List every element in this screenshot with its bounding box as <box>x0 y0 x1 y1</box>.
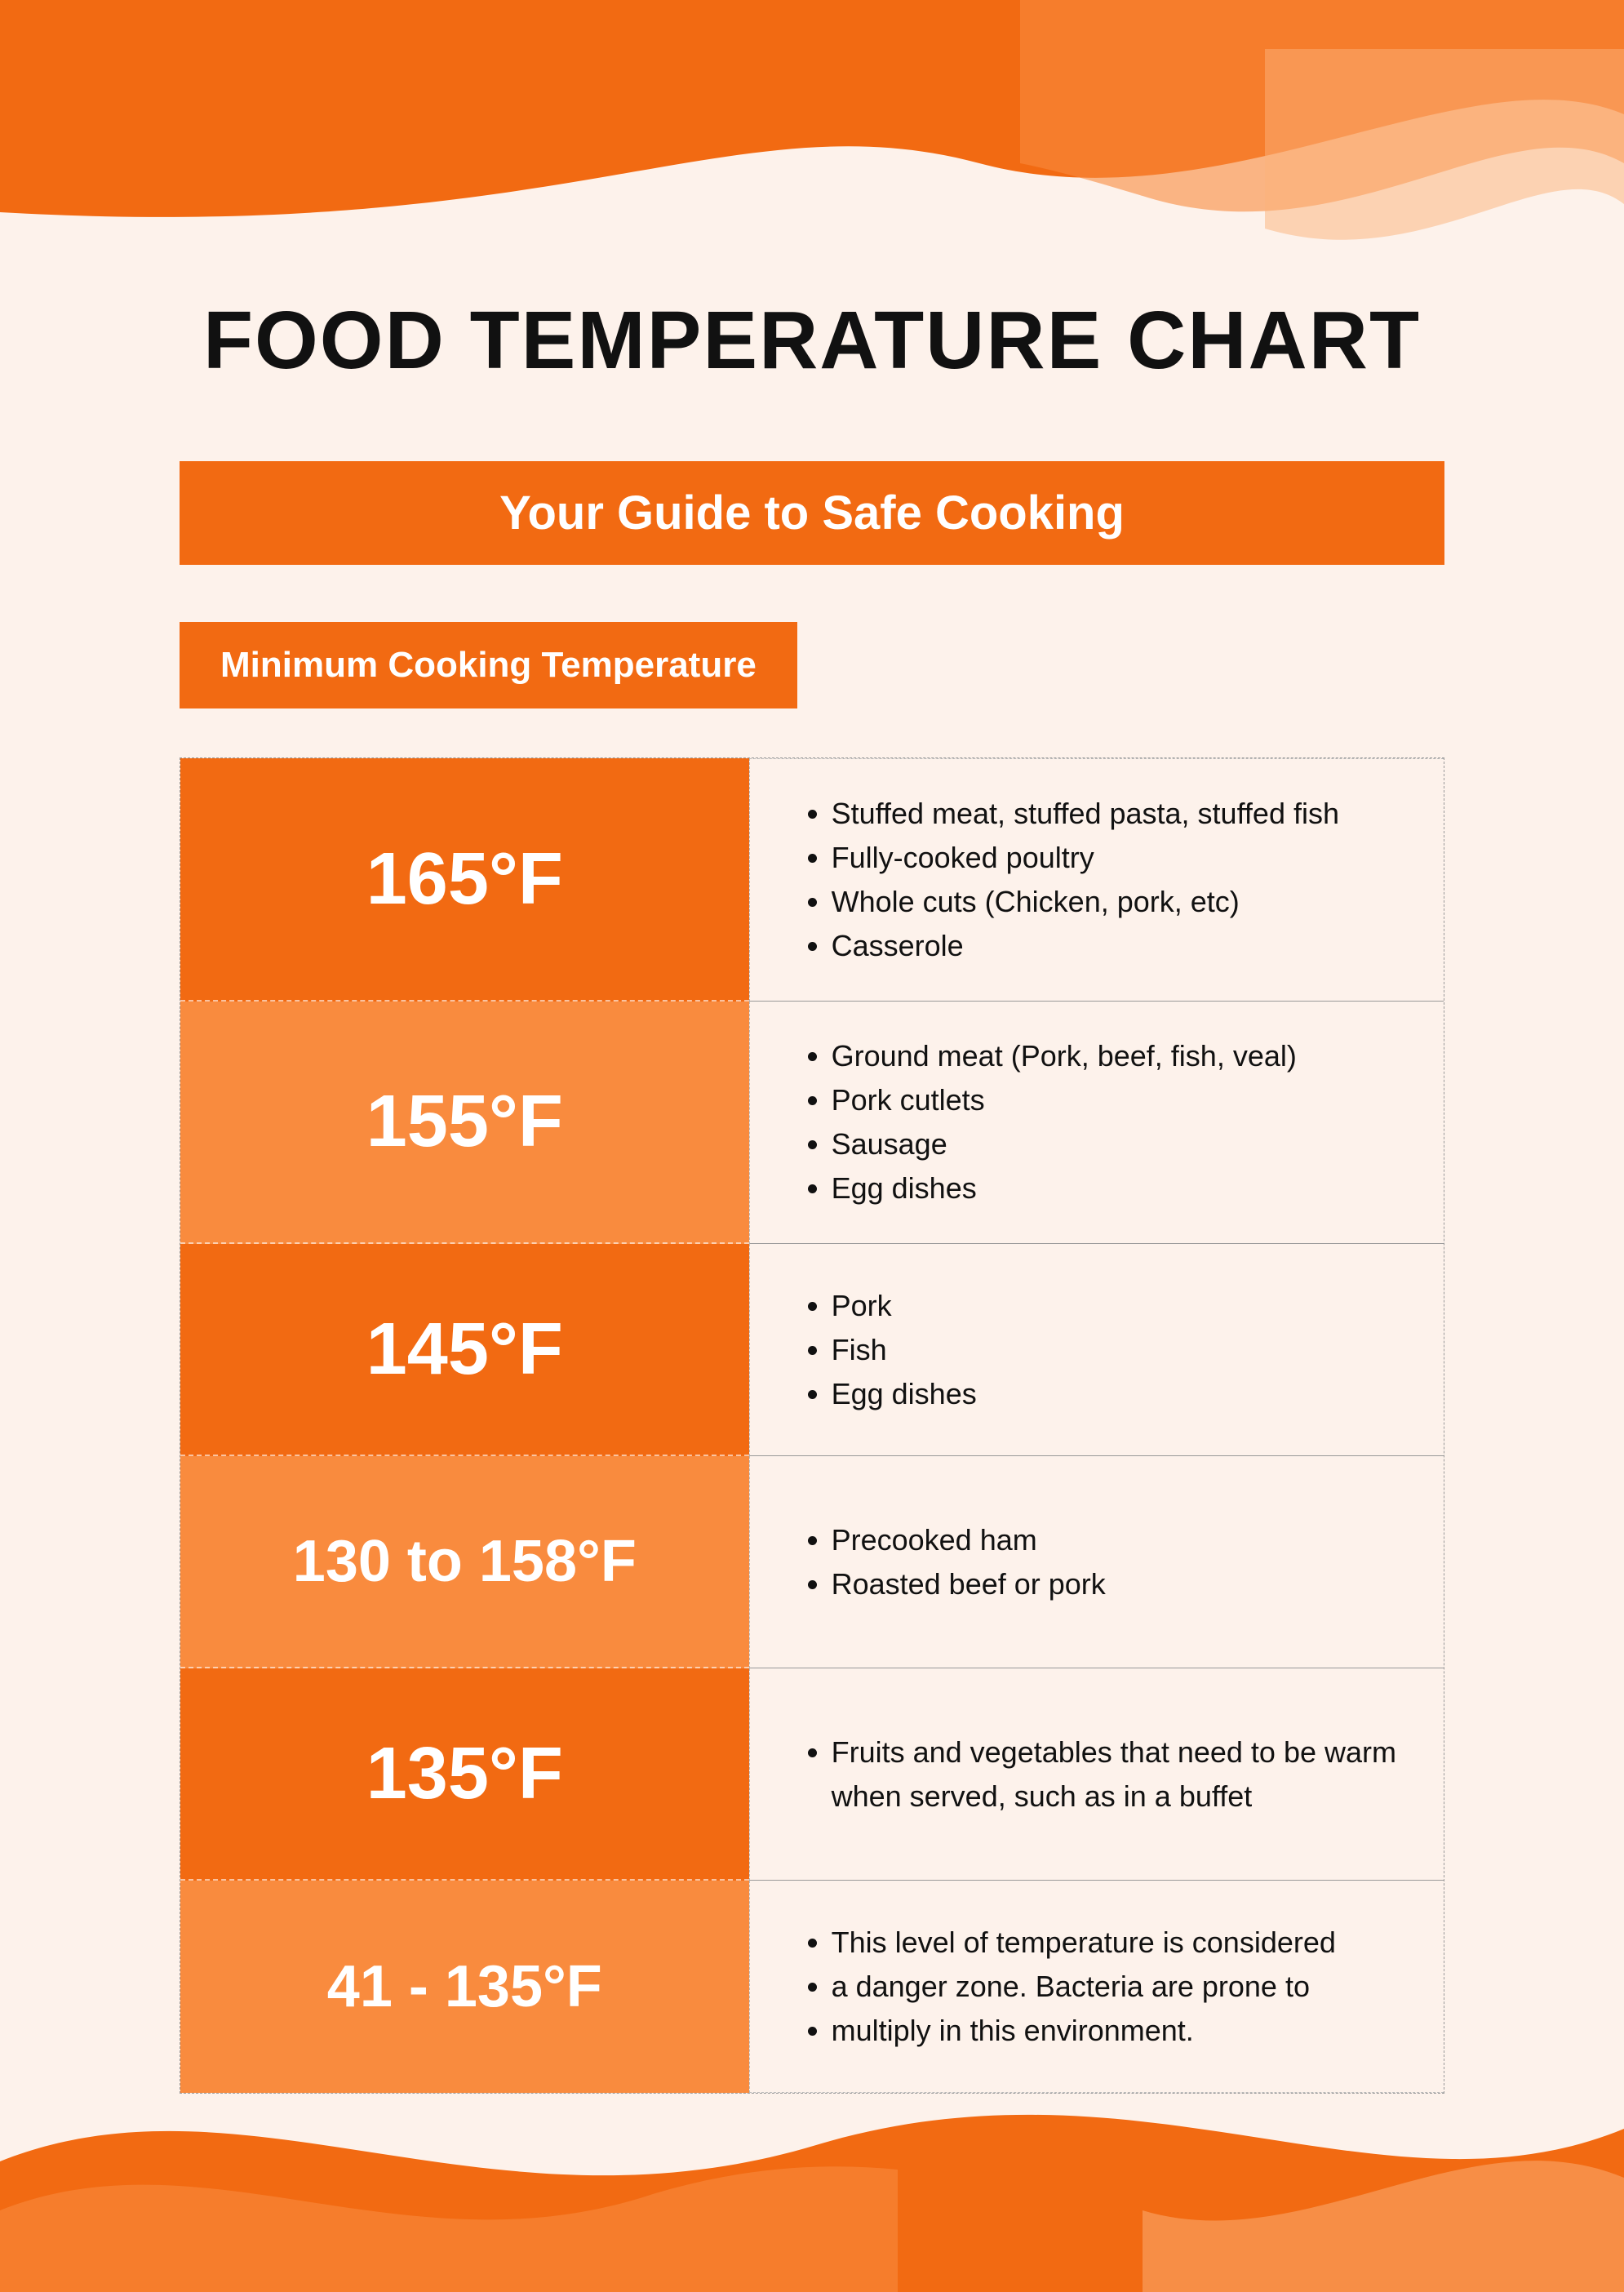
temperature-cell: 135°F <box>180 1668 749 1881</box>
list-item: Whole cuts (Chicken, pork, etc) <box>832 880 1339 924</box>
temperature-cell: 41 - 135°F <box>180 1881 749 2093</box>
content-area: FOOD TEMPERATURE CHART Your Guide to Saf… <box>180 294 1444 2094</box>
temperature-cell: 145°F <box>180 1244 749 1456</box>
table-row: 130 to 158°F Precooked hamRoasted beef or… <box>180 1456 1444 1668</box>
list-item: Ground meat (Pork, beef, fish, veal) <box>832 1034 1297 1078</box>
items-cell: Ground meat (Pork, beef, fish, veal)Pork… <box>749 1002 1444 1244</box>
temperature-cell: 165°F <box>180 758 749 1002</box>
temperature-cell: 130 to 158°F <box>180 1456 749 1668</box>
top-wave-decoration <box>0 0 1624 343</box>
list-item: Egg dishes <box>832 1372 977 1416</box>
table-row: 155°F Ground meat (Pork, beef, fish, veal… <box>180 1002 1444 1244</box>
list-item: Casserole <box>832 924 1339 968</box>
list-item: This level of temperature is considered <box>832 1921 1336 1965</box>
list-item: Sausage <box>832 1122 1297 1166</box>
items-cell: This level of temperature is considereda… <box>749 1881 1444 2093</box>
items-list: PorkFishEgg dishes <box>799 1284 977 1416</box>
items-list: This level of temperature is considereda… <box>799 1921 1336 2053</box>
list-item: Fully-cooked poultry <box>832 836 1339 880</box>
temperature-cell: 155°F <box>180 1002 749 1244</box>
table-row: 135°F Fruits and vegetables that need to … <box>180 1668 1444 1881</box>
items-cell: Fruits and vegetables that need to be wa… <box>749 1668 1444 1881</box>
items-list: Precooked hamRoasted beef or pork <box>799 1518 1106 1606</box>
items-list: Fruits and vegetables that need to be wa… <box>799 1730 1411 1819</box>
list-item: a danger zone. Bacteria are prone to <box>832 1965 1336 2009</box>
table-row: 41 - 135°F This level of temperature is c… <box>180 1881 1444 2093</box>
list-item: Fruits and vegetables that need to be wa… <box>832 1730 1411 1819</box>
list-item: Fish <box>832 1328 977 1372</box>
list-item: Egg dishes <box>832 1166 1297 1210</box>
section-label: Minimum Cooking Temperature <box>180 622 797 708</box>
table-row: 165°F Stuffed meat, stuffed pasta, stuffe… <box>180 758 1444 1002</box>
items-list: Ground meat (Pork, beef, fish, veal)Pork… <box>799 1034 1297 1210</box>
items-cell: Stuffed meat, stuffed pasta, stuffed fis… <box>749 758 1444 1002</box>
temperature-chart: 165°F Stuffed meat, stuffed pasta, stuffe… <box>180 757 1444 2094</box>
subtitle-bar: Your Guide to Safe Cooking <box>180 461 1444 565</box>
page-title: FOOD TEMPERATURE CHART <box>180 294 1444 388</box>
list-item: Stuffed meat, stuffed pasta, stuffed fis… <box>832 792 1339 836</box>
list-item: multiply in this environment. <box>832 2009 1336 2053</box>
items-cell: Precooked hamRoasted beef or pork <box>749 1456 1444 1668</box>
list-item: Roasted beef or pork <box>832 1562 1106 1606</box>
list-item: Pork cutlets <box>832 1078 1297 1122</box>
items-cell: PorkFishEgg dishes <box>749 1244 1444 1456</box>
table-row: 145°F PorkFishEgg dishes <box>180 1244 1444 1456</box>
items-list: Stuffed meat, stuffed pasta, stuffed fis… <box>799 792 1339 968</box>
list-item: Precooked ham <box>832 1518 1106 1562</box>
list-item: Pork <box>832 1284 977 1328</box>
